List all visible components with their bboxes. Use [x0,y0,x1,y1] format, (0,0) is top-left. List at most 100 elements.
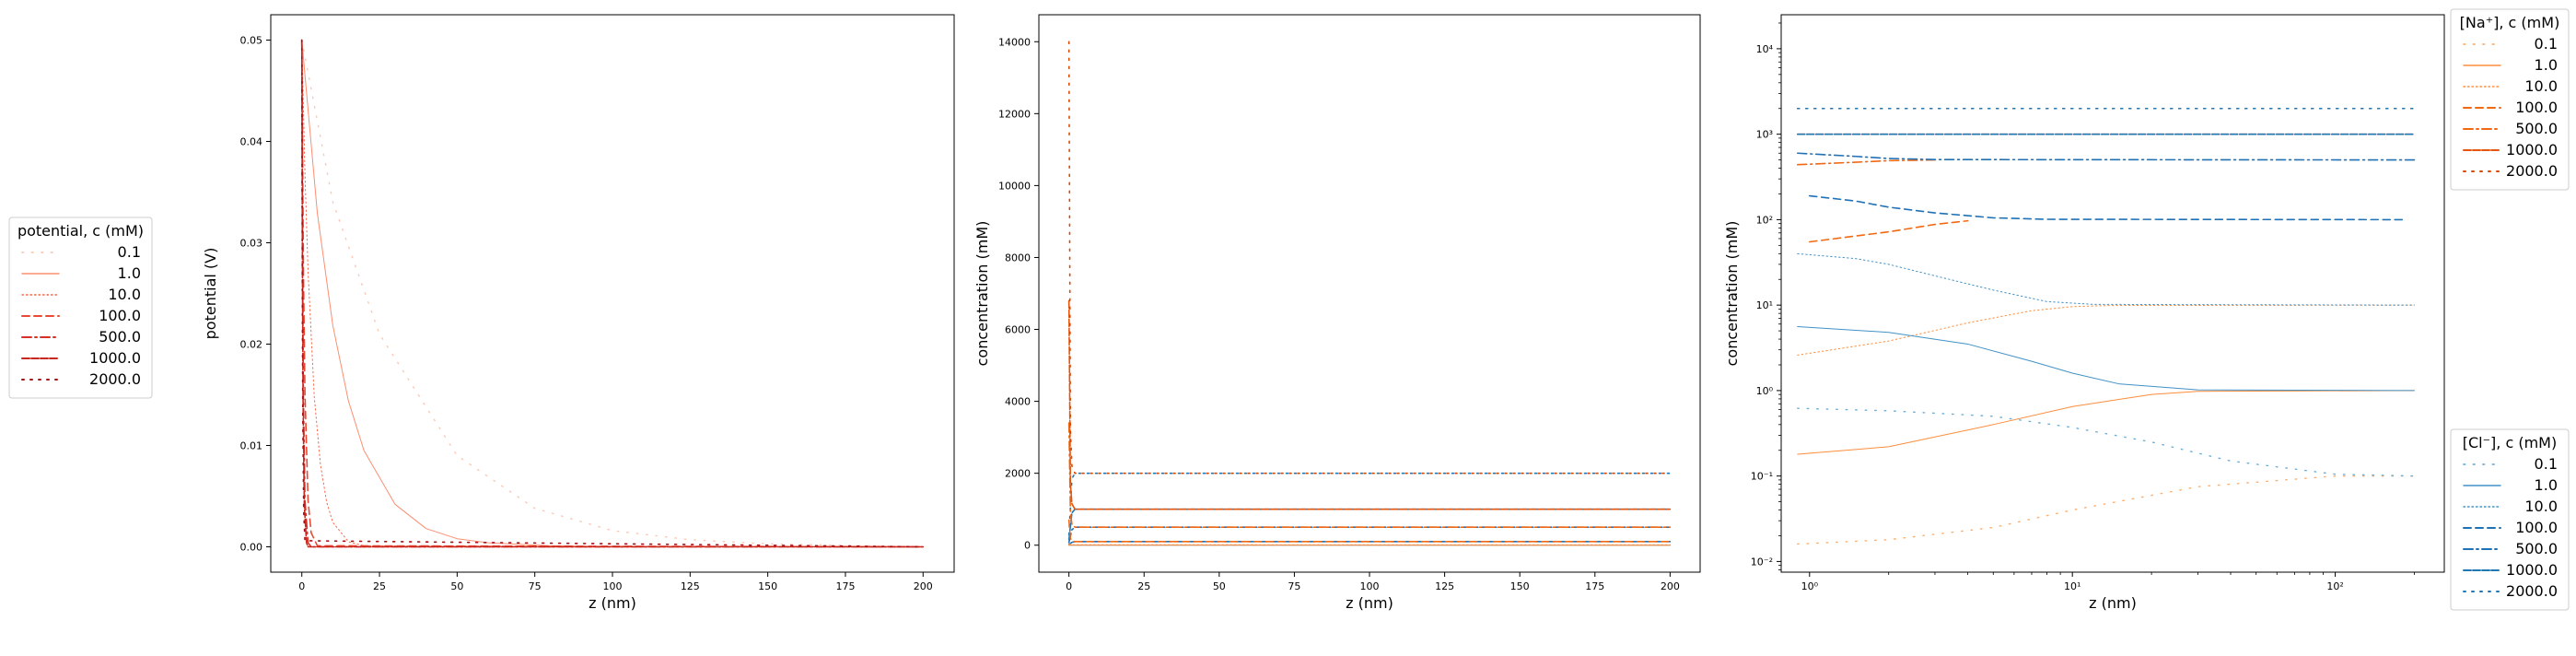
series-line [1068,543,1671,545]
y-axis-label: concentration (mM) [973,221,991,367]
na-legend: [Na⁺], c (mM) 0.1 1.0 10.0 100.0 500.0 1000.0 2… [2450,8,2570,191]
y-tick-label: 0.05 [240,35,263,47]
y-tick-label: 0.00 [240,542,263,554]
y-tick-label: 10⁻¹ [1751,471,1773,483]
series-line [1067,299,1672,510]
series-line [1797,326,2415,392]
x-tick-label: 10² [2326,580,2343,592]
legend-entry-label: 1.0 [2535,476,2558,494]
y-tick-label: 10³ [1756,129,1773,141]
legend-entry-label: 2000.0 [2506,582,2558,600]
legend-entry-label: 100.0 [2515,519,2558,536]
series-group [1067,41,1672,546]
y-tick-label: 0.03 [240,238,263,250]
series-line [1067,526,1672,544]
y-tick-label: 10² [1756,214,1773,226]
legend-entry-label: 500.0 [99,328,141,346]
legend-entry-label: 1000.0 [89,349,141,367]
legend-frame [2450,428,2570,611]
legend-title: [Na⁺], c (mM) [2460,14,2560,31]
y-tick-label: 10⁴ [1756,43,1774,55]
series-line [1797,252,2415,306]
legend-title: [Cl⁻], c (mM) [2463,434,2557,451]
series-line [1797,390,2415,455]
y-tick-label: 0.01 [240,440,263,452]
series-line [1797,304,2415,356]
y-tick-label: 2000 [1005,468,1031,480]
cl-legend: [Cl⁻], c (mM) 0.1 1.0 10.0 100.0 500.0 1000.0 2… [2450,428,2570,611]
x-tick-label: 200 [914,580,933,592]
x-tick-label: 50 [450,580,463,592]
series-line [301,39,924,548]
legend-title: potential, c (mM) [17,222,144,240]
series-line [1796,158,1936,166]
x-tick-label: 175 [835,580,855,592]
series-line [300,39,925,548]
series-line [1797,474,2416,545]
x-axis-label: z (nm) [1346,594,1393,612]
series-line [1067,519,1672,543]
series-line [1067,508,1672,541]
plot-frame [1038,14,1701,573]
legend-entry-label: 100.0 [2515,99,2558,116]
y-tick-label: 8000 [1005,252,1031,264]
series-line [1067,541,1672,545]
x-tick-label: 200 [1661,580,1680,592]
x-tick-label: 125 [681,580,700,592]
series-line [300,39,925,548]
y-tick-label: 10000 [998,180,1031,192]
x-tick-label: 10⁰ [1801,580,1819,592]
y-tick-label: 4000 [1005,396,1031,408]
y-tick-label: 6000 [1005,324,1031,336]
x-tick-label: 125 [1435,580,1454,592]
x-tick-label: 150 [1510,580,1530,592]
x-tick-label: 100 [603,580,623,592]
legend-entry-label: 10.0 [2524,77,2558,95]
legend-entry-label: 100.0 [99,307,141,324]
series-line [300,39,925,548]
plot-frame [270,14,955,573]
legend-entry-label: 0.1 [2535,455,2558,473]
series-line [1808,219,1969,243]
legend-entry-label: 0.1 [2535,35,2558,53]
legend-entry-label: 500.0 [2515,540,2558,557]
x-axis-label: z (nm) [589,594,636,612]
x-tick-label: 175 [1585,580,1604,592]
x-tick-label: 25 [1137,580,1150,592]
legend-entry-label: 0.1 [118,243,141,261]
x-tick-label: 25 [373,580,386,592]
y-tick-label: 14000 [998,36,1031,48]
series-line [301,40,924,547]
series-line [1067,41,1672,474]
x-tick-label: 0 [298,580,305,592]
series-line [1808,194,2404,221]
x-tick-label: 100 [1360,580,1380,592]
legend-entry-label: 1.0 [118,264,141,282]
chart-panel-2: 0 25 50 75 100 125 150 175 200020004000600080001… [973,14,1701,612]
legend-entry-label: 2000.0 [2506,162,2558,180]
x-tick-label: 75 [1288,580,1300,592]
y-tick-label: 12000 [998,108,1031,120]
y-tick-label: 0 [1024,540,1031,552]
y-axis-label: concentration (mM) [1723,221,1741,367]
chart-panel-3: 10⁰ 10¹ 10² 10⁻² 10⁻¹ 10⁰ 10¹ 10² 10³ 10⁴ z (nm) co… [1723,14,2445,612]
series-group [300,39,925,548]
series-line [1067,422,1672,529]
legend-frame [2450,8,2570,191]
x-tick-label: 75 [529,580,542,592]
potential-legend: potential, c (mM) 0.1 1.0 10.0 100.0 500.0 100… [8,217,153,399]
x-tick-label: 150 [758,580,777,592]
plot-frame [1780,14,2445,573]
legend-frame [8,217,153,399]
legend-entry-label: 2000.0 [89,370,141,388]
legend-entry-label: 10.0 [108,286,141,303]
series-line [1797,407,2416,477]
series-line [1067,472,1672,536]
series-line [1796,152,2416,161]
legend-entry-label: 1000.0 [2506,561,2558,579]
legend-entry-label: 1.0 [2535,56,2558,74]
y-tick-label: 10⁰ [1756,385,1774,397]
legend-entry-label: 10.0 [2524,498,2558,515]
legend-entry-label: 500.0 [2515,120,2558,137]
